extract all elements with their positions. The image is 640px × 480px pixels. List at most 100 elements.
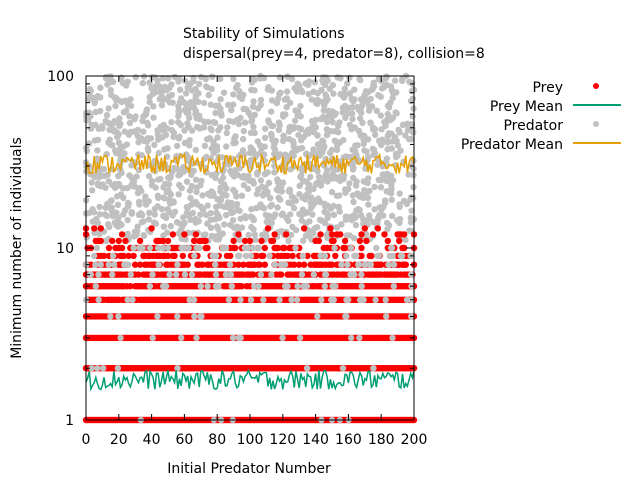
predator-point <box>349 146 356 153</box>
predator-point <box>268 132 275 139</box>
predator-point <box>127 96 134 103</box>
predator-point <box>384 133 391 140</box>
predator-point <box>340 94 348 101</box>
predator-point <box>335 203 342 211</box>
predator-point <box>167 173 174 180</box>
prey-point <box>317 231 324 238</box>
predator-point <box>192 176 200 183</box>
prey-point <box>271 231 278 238</box>
chart-title: Stability of Simulations <box>183 26 345 42</box>
prey-point <box>327 225 334 232</box>
predator-point <box>388 87 396 94</box>
predator-point <box>321 252 329 260</box>
predator-point <box>370 151 377 158</box>
predator-point <box>195 80 203 88</box>
predator-point <box>349 166 357 173</box>
predator-point <box>140 128 147 135</box>
prey-point <box>115 237 123 245</box>
predator-point <box>398 252 406 260</box>
predator-point <box>173 271 180 278</box>
predator-point <box>210 118 217 126</box>
predator-point <box>349 110 356 117</box>
predator-point <box>105 105 112 112</box>
predator-point <box>302 283 310 290</box>
predator-point <box>144 135 152 142</box>
predator-point <box>101 172 108 180</box>
predator-point <box>173 142 181 150</box>
predator-point <box>187 194 194 202</box>
predator-point <box>251 231 258 238</box>
legend-marker-predator <box>593 121 599 127</box>
legend-label-prey: Prey <box>532 80 563 96</box>
predator-point <box>196 115 203 123</box>
predator-point <box>257 271 265 278</box>
predator-point <box>174 313 181 320</box>
predator-point <box>365 201 372 208</box>
predator-point <box>244 185 252 192</box>
predator-point <box>204 84 211 91</box>
predator-point <box>192 146 199 154</box>
prey-point <box>253 252 260 260</box>
predator-point <box>328 188 336 196</box>
predator-point <box>241 174 248 181</box>
y-tick-label: 1 <box>65 413 74 429</box>
predator-point <box>121 150 128 157</box>
predator-point <box>370 146 378 153</box>
prey-point <box>227 252 234 260</box>
prey-point <box>136 261 144 268</box>
predator-point <box>310 88 317 96</box>
predator-point <box>310 146 317 153</box>
predator-point <box>223 185 230 192</box>
predator-point <box>296 182 303 189</box>
predator-point <box>183 178 191 185</box>
predator-point <box>203 211 210 219</box>
y-axis-label: Minimum number of individuals <box>9 137 25 359</box>
predator-point <box>212 271 220 278</box>
prey-point <box>246 237 254 245</box>
predator-point <box>329 112 336 119</box>
prey-point <box>304 252 311 260</box>
predator-point <box>245 244 252 252</box>
predator-point <box>208 145 215 152</box>
predator-point <box>346 74 353 81</box>
predator-point <box>248 206 255 213</box>
predator-point <box>105 73 113 81</box>
predator-point <box>321 283 328 290</box>
predator-point <box>226 117 233 125</box>
predator-point <box>230 139 237 147</box>
predator-point <box>407 97 415 105</box>
prey-point <box>315 237 323 245</box>
predator-point <box>356 193 363 200</box>
predator-point <box>160 194 167 201</box>
predator-point <box>195 98 202 106</box>
predator-point <box>157 175 164 183</box>
predator-point <box>356 334 363 342</box>
predator-point <box>158 88 165 95</box>
predator-point <box>353 252 360 260</box>
predator-mean-line <box>85 152 415 176</box>
predator-point <box>235 120 243 128</box>
predator-point <box>271 169 278 176</box>
predator-point <box>242 214 249 222</box>
predator-point <box>351 271 358 278</box>
predator-point <box>324 214 331 222</box>
prey-point <box>269 237 277 245</box>
x-tick-label: 160 <box>335 432 362 448</box>
predator-point <box>175 191 182 198</box>
predator-point <box>217 75 224 83</box>
predator-point <box>96 230 103 238</box>
predator-point <box>139 117 146 125</box>
predator-point <box>141 112 148 119</box>
prey-point <box>179 252 186 260</box>
prey-point <box>261 244 268 252</box>
predator-point <box>270 144 277 151</box>
predator-point <box>197 211 204 218</box>
predator-point <box>109 271 116 278</box>
predator-point <box>150 114 157 121</box>
predator-point <box>351 96 358 103</box>
predator-point <box>333 146 341 153</box>
predator-point <box>388 244 395 252</box>
x-tick-label: 200 <box>401 432 428 448</box>
axis-ticks: 0 20 40 60 80 100 120 140 160 180 200 1 10 100 <box>47 69 427 448</box>
predator-point <box>148 178 156 185</box>
